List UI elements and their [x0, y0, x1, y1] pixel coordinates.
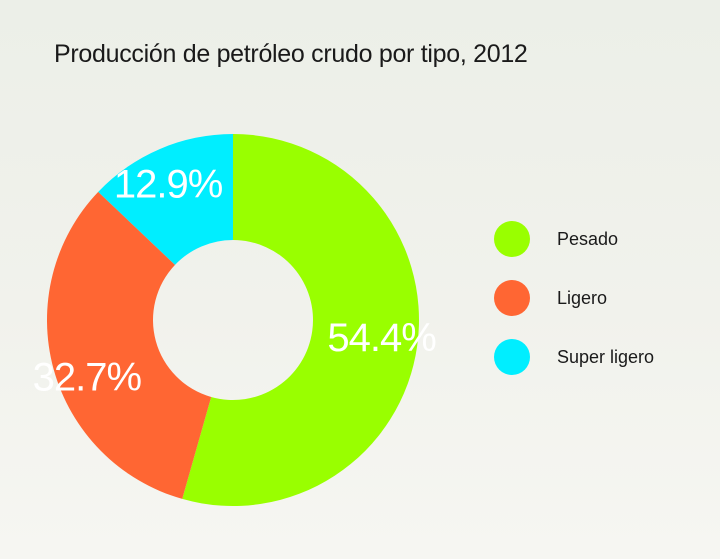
slice-label-pesado: 54.4%	[327, 316, 436, 360]
chart-title: Producción de petróleo crudo por tipo, 2…	[54, 40, 528, 68]
legend-swatch-ligero	[494, 280, 530, 316]
legend-swatch-super-ligero	[494, 339, 530, 375]
legend-item-super-ligero: Super ligero	[494, 338, 654, 376]
legend: Pesado Ligero Super ligero	[494, 220, 654, 397]
slice-ligero	[47, 191, 212, 499]
legend-item-pesado: Pesado	[494, 220, 654, 258]
slice-label-super-ligero: 12.9%	[114, 163, 223, 207]
slice-pesado	[182, 134, 420, 506]
legend-item-ligero: Ligero	[494, 279, 654, 317]
legend-swatch-pesado	[494, 221, 530, 257]
legend-label-ligero: Ligero	[557, 287, 608, 308]
legend-label-pesado: Pesado	[557, 228, 619, 249]
slice-super-ligero	[98, 134, 234, 265]
legend-label-super-ligero: Super ligero	[557, 346, 655, 367]
slice-label-ligero: 32.7%	[33, 356, 142, 400]
